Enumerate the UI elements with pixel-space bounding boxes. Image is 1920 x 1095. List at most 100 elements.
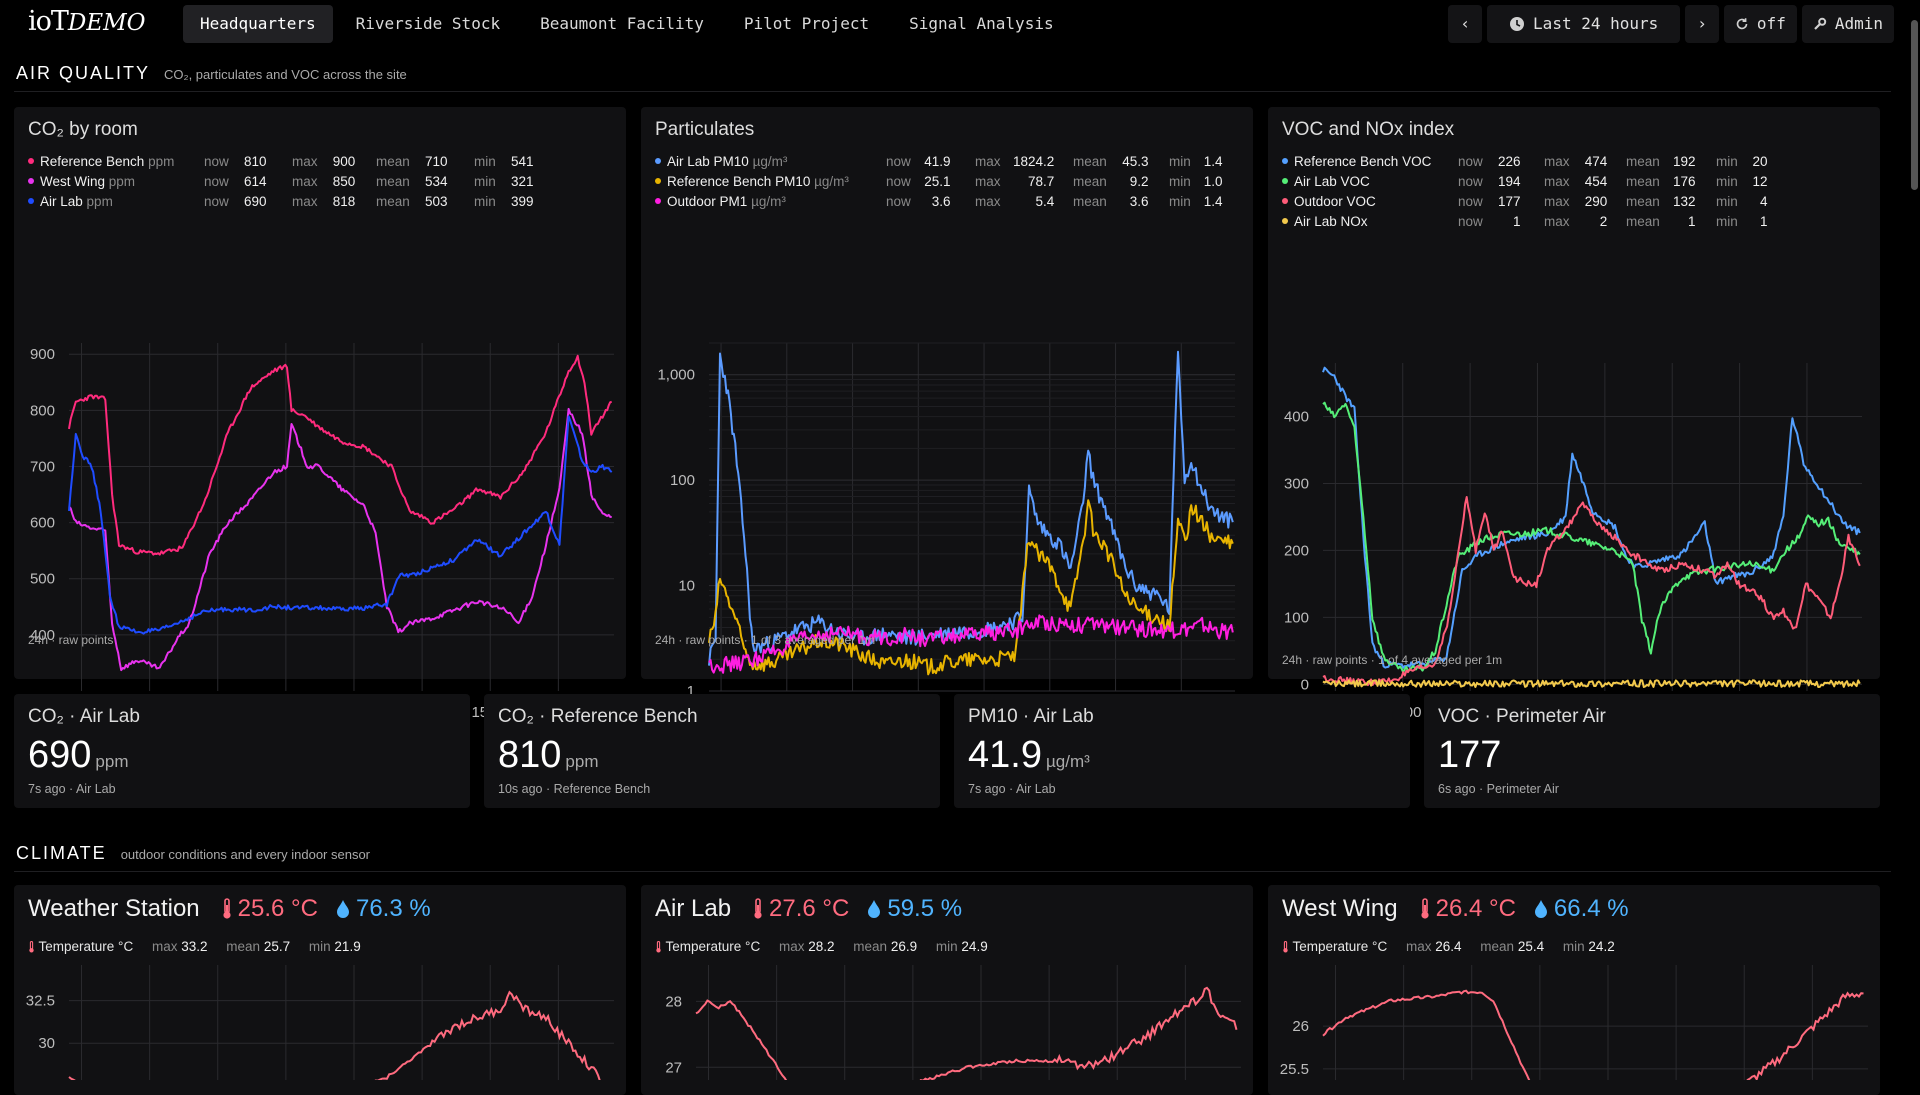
card-value: 810 ppm	[498, 734, 598, 777]
legend-row[interactable]: Air Lab VOC now 194 max 454 mean 176 min…	[1282, 172, 1768, 192]
stat-max: 78.7	[1028, 174, 1055, 189]
series-line-air-lab-voc[interactable]	[1322, 401, 1861, 674]
card-unit: µg/m³	[1045, 752, 1090, 771]
card-title: CO₂ · Air Lab	[28, 706, 140, 727]
time-next-button[interactable]: ›	[1685, 5, 1719, 43]
legend-row[interactable]: Air Lab ppm now 690 max 818 mean 503 min…	[28, 192, 534, 212]
stat-card-pm10-air-lab[interactable]: PM10 · Air Lab 41.9 µg/m³ 7s ago · Air La…	[954, 694, 1410, 808]
panel-legend: Air Lab PM10 µg/m³ now 41.9 max 1824.2 m…	[655, 152, 1223, 212]
series-dot	[1282, 198, 1288, 205]
series-line-outdoor-pm1[interactable]	[708, 614, 1234, 674]
legend-row[interactable]: Air Lab PM10 µg/m³ now 41.9 max 1824.2 m…	[655, 152, 1223, 172]
stat-mean: 26.9	[890, 939, 918, 954]
wrench-icon	[1814, 17, 1827, 30]
thermometer-icon	[29, 941, 34, 953]
stat-mean: 503	[425, 194, 448, 209]
card-footer: 10s ago · Reference Bench	[498, 782, 651, 796]
clock-icon	[1510, 17, 1525, 31]
y-tick-label: 0	[1301, 676, 1309, 693]
legend-row[interactable]: West Wing ppm now 614 max 850 mean 534 m…	[28, 172, 534, 192]
climate-legend[interactable]: Temperature °C max 28.2 mean 26.9 min 24…	[655, 939, 988, 954]
stat-card-co2-reference-bench[interactable]: CO₂ · Reference Bench 810 ppm 10s ago · R…	[484, 694, 940, 808]
legend-row[interactable]: Outdoor PM1 µg/m³ now 3.6 max 5.4 mean 3…	[655, 192, 1223, 212]
voc-nox-panel: VOC and NOx index Reference Bench VOC no…	[1268, 107, 1880, 721]
series-line-temperature[interactable]	[68, 990, 610, 1080]
tab-pilot-project[interactable]: Pilot Project	[743, 14, 870, 33]
page-scrollbar[interactable]	[1911, 20, 1918, 190]
climate-location-name: Weather Station	[28, 895, 200, 922]
stat-mean: 45.3	[1122, 154, 1149, 169]
series-line-reference-bench-voc[interactable]	[1322, 366, 1861, 669]
stat-mean: 176	[1673, 174, 1696, 189]
stat-min: 24.2	[1588, 939, 1615, 954]
time-prev-button[interactable]: ‹	[1448, 5, 1483, 43]
app-logo[interactable]: ioTDEMO	[28, 6, 146, 37]
stat-min: 1.4	[1203, 154, 1223, 169]
card-footer: 7s ago · Air Lab	[28, 782, 116, 796]
prev-label: ‹	[1460, 14, 1471, 33]
thermometer-icon	[1420, 898, 1429, 919]
climate-panel-air-lab: Air Lab 27.6 °C 59.5 % Temperature °C ma…	[641, 885, 1253, 1095]
tab-riverside-stock[interactable]: Riverside Stock	[355, 14, 501, 33]
user-menu-button[interactable]: Admin	[1801, 5, 1894, 43]
humidity-value: 66.4 %	[1553, 895, 1629, 922]
co2-line-chart[interactable]: 21:0000:0003:0006:0009:0012:0015:0018:00…	[14, 225, 626, 735]
stat-max: 2	[1599, 214, 1608, 229]
tab-headquarters[interactable]: Headquarters	[183, 5, 333, 43]
stat-card-voc-perimeter-air[interactable]: VOC · Perimeter Air 177 6s ago · Perimet…	[1424, 694, 1880, 808]
time-toolbar: ‹ Last 24 hours › off Admin	[1448, 5, 1894, 43]
stat-min: 1.0	[1203, 174, 1223, 189]
legend-row[interactable]: Reference Bench ppm now 810 max 900 mean…	[28, 152, 534, 172]
series-line-air-lab-nox[interactable]	[1322, 679, 1861, 688]
y-tick-label: 27	[665, 1059, 682, 1076]
legend-series-name: Temperature °C	[38, 939, 134, 954]
weather-station-temperature-chart[interactable]: 32.5 30 27.5	[14, 965, 626, 1080]
y-tick-label: 200	[1284, 542, 1309, 559]
air-lab-temperature-chart[interactable]: 28 27	[641, 965, 1253, 1080]
series-line-reference-bench-pm10[interactable]	[708, 499, 1234, 676]
legend-series-name: Temperature °C	[1292, 939, 1388, 954]
climate-header: CLIMATE outdoor conditions and every ind…	[16, 843, 370, 864]
series-line-outdoor-voc[interactable]	[1322, 496, 1861, 687]
tab-beaumont-facility[interactable]: Beaumont Facility	[540, 14, 704, 33]
time-range-picker[interactable]: Last 24 hours	[1487, 5, 1681, 43]
refresh-toggle[interactable]: off	[1723, 5, 1797, 43]
climate-legend[interactable]: Temperature °C max 26.4 mean 25.4 min 24…	[1282, 939, 1615, 954]
y-tick-label: 100	[1284, 609, 1309, 626]
stat-now: 41.9	[924, 154, 951, 169]
card-title: VOC · Perimeter Air	[1438, 706, 1606, 727]
stat-max: 818	[332, 194, 356, 209]
y-tick-label: 100	[670, 472, 695, 489]
panel-footer: 24h · raw points · 1 of 4 averaged per 1…	[1282, 653, 1503, 667]
stat-max: 900	[332, 154, 356, 169]
stat-now: 177	[1498, 194, 1521, 209]
series-line-air-lab[interactable]	[68, 415, 613, 635]
y-tick-label: 400	[1284, 409, 1309, 426]
panel-title: CO₂ by room	[28, 119, 138, 140]
stat-max: 26.4	[1435, 939, 1462, 954]
climate-panel-weather-station: Weather Station 25.6 °C 76.3 % Temperatu…	[14, 885, 626, 1095]
temperature-value: 27.6 °C	[769, 895, 850, 922]
legend-row[interactable]: Outdoor VOC now 177 max 290 mean 132 min…	[1282, 192, 1768, 212]
series-line-temperature[interactable]	[695, 986, 1238, 1080]
particulates-line-chart[interactable]: 21:0000:0003:0006:0009:0012:0015:0018:00…	[641, 225, 1253, 735]
legend-series-name: Outdoor VOC	[1294, 194, 1376, 209]
legend-row[interactable]: Reference Bench VOC now 226 max 474 mean…	[1282, 152, 1768, 172]
climate-location-name: West Wing	[1282, 895, 1398, 922]
voc-nox-line-chart[interactable]: 21:0000:0003:0006:0009:0012:0015:0018:00…	[1268, 245, 1880, 755]
legend-row[interactable]: Air Lab NOx now 1 max 2 mean 1 min 1	[1282, 212, 1768, 232]
legend-series-name: Temperature °C	[665, 939, 761, 954]
series-line-air-lab-pm10[interactable]	[708, 350, 1234, 666]
series-line-reference-bench[interactable]	[68, 354, 612, 556]
climate-header-row: Air Lab 27.6 °C 59.5 %	[655, 895, 962, 923]
climate-header-row: West Wing 26.4 °C 66.4 %	[1282, 895, 1629, 923]
legend-row[interactable]: Reference Bench PM10 µg/m³ now 25.1 max …	[655, 172, 1223, 192]
stat-mean: 25.4	[1517, 939, 1545, 954]
series-line-west-wing[interactable]	[68, 407, 612, 672]
stat-card-co2-air-lab[interactable]: CO₂ · Air Lab 690 ppm 7s ago · Air Lab	[14, 694, 470, 808]
climate-legend[interactable]: Temperature °C max 33.2 mean 25.7 min 21…	[28, 939, 361, 954]
tab-signal-analysis[interactable]: Signal Analysis	[909, 14, 1054, 33]
series-line-temperature[interactable]	[1322, 989, 1864, 1080]
panel-legend: Reference Bench VOC now 226 max 474 mean…	[1282, 152, 1768, 232]
